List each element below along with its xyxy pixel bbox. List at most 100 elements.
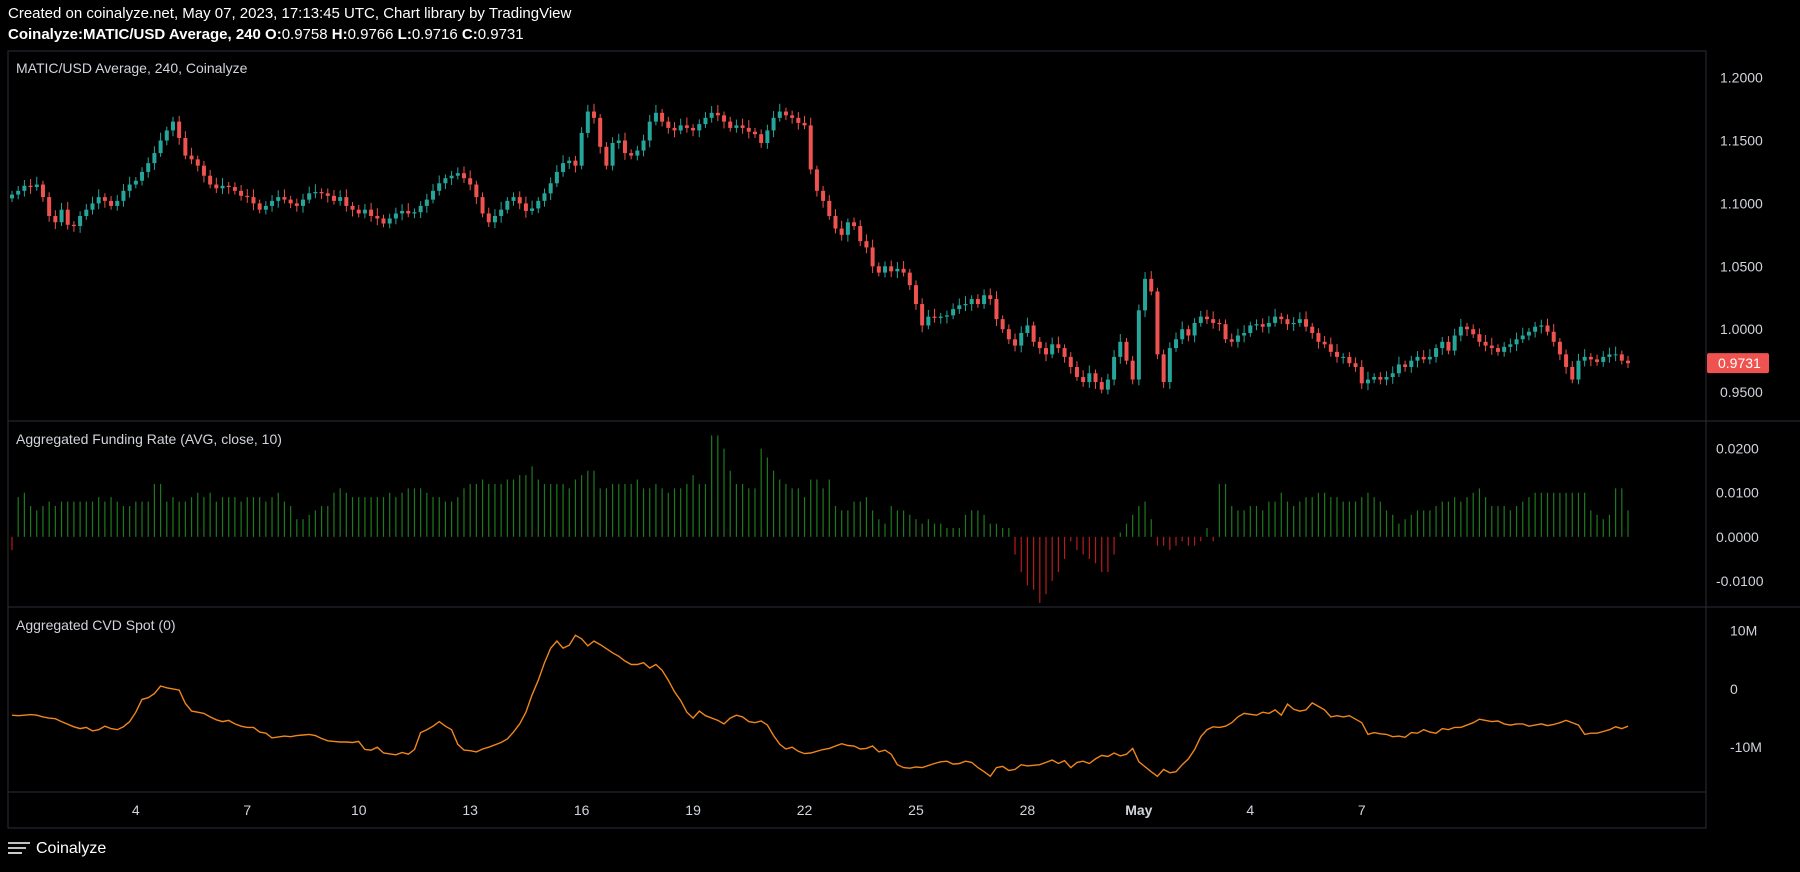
candle	[982, 289, 987, 309]
candle	[468, 170, 473, 191]
candle-body	[1279, 316, 1284, 320]
candle	[511, 192, 516, 206]
candle	[1260, 318, 1265, 333]
candle	[963, 296, 968, 312]
candle	[325, 188, 330, 203]
candle-body	[96, 197, 101, 204]
candle-body	[1149, 278, 1154, 292]
candle-body	[1037, 341, 1042, 349]
candle	[740, 118, 745, 134]
candle	[932, 308, 937, 323]
candle-body	[1465, 326, 1470, 330]
candle	[1359, 360, 1364, 390]
candle	[746, 120, 751, 139]
candle-body	[449, 175, 454, 179]
candle-body	[34, 184, 39, 188]
candle-body	[821, 190, 826, 201]
candle	[158, 132, 163, 157]
candle-body	[957, 305, 962, 310]
candle	[301, 193, 306, 213]
candle	[1508, 338, 1513, 353]
candle	[697, 119, 702, 138]
candle-body	[1427, 356, 1432, 360]
candle-body	[715, 112, 720, 116]
candle	[1539, 319, 1544, 334]
candle-body	[1204, 316, 1209, 320]
candle-body	[288, 199, 293, 204]
candle	[561, 155, 566, 177]
candle	[1341, 353, 1346, 364]
month-tick-label: May	[1125, 802, 1152, 818]
candle-body	[102, 197, 107, 201]
candle	[1440, 337, 1445, 355]
candle-body	[1093, 373, 1098, 383]
coinalyze-logo[interactable]: Coinalyze	[8, 840, 106, 858]
candle	[1174, 332, 1179, 352]
candle	[616, 133, 621, 149]
candle-body	[858, 226, 863, 242]
candle	[957, 298, 962, 314]
candle-body	[90, 203, 95, 210]
candle-body	[350, 205, 355, 210]
candle	[170, 116, 175, 137]
date-tick-label: 22	[797, 802, 813, 818]
candle-body	[1446, 341, 1451, 351]
candle-body	[1155, 291, 1160, 355]
candle-body	[282, 197, 287, 200]
candle	[1403, 360, 1408, 372]
candle-body	[666, 121, 671, 128]
candle-body	[895, 268, 900, 272]
candle-body	[1607, 354, 1612, 357]
candle-body	[1365, 379, 1370, 384]
candle	[1062, 344, 1067, 363]
candle	[994, 291, 999, 326]
candle	[1489, 337, 1494, 355]
candle-body	[226, 185, 231, 188]
funding-tick-label: -0.0100	[1716, 573, 1764, 589]
candle-body	[672, 127, 677, 131]
candle-body	[1471, 329, 1476, 335]
candle	[1458, 318, 1463, 342]
candle-body	[1545, 325, 1550, 332]
candle-body	[331, 195, 336, 201]
candle	[424, 193, 429, 213]
candle-body	[393, 213, 398, 219]
candle	[913, 280, 918, 310]
date-tick-label: 19	[685, 802, 701, 818]
candle	[1372, 373, 1377, 384]
funding-tick-label: 0.0100	[1716, 485, 1759, 501]
candle	[208, 169, 213, 189]
candle-body	[536, 200, 541, 209]
candle	[889, 260, 894, 278]
candle	[270, 195, 275, 212]
candle-body	[517, 197, 522, 204]
candle	[1050, 337, 1055, 359]
candle-body	[728, 121, 733, 128]
candle	[1421, 350, 1426, 364]
candle-body	[10, 194, 14, 199]
candle	[1248, 321, 1253, 337]
candle	[1626, 355, 1630, 368]
candle-body	[1396, 364, 1401, 374]
candle	[622, 132, 627, 160]
candle-body	[1322, 341, 1327, 345]
candle	[975, 294, 980, 308]
candle	[647, 114, 652, 148]
candle-body	[883, 266, 888, 273]
candle-body	[53, 215, 58, 223]
candle	[102, 193, 107, 208]
candle	[536, 197, 541, 214]
candle	[920, 298, 925, 333]
candle	[362, 203, 367, 219]
candle	[777, 103, 782, 122]
price-tick-label: 1.1000	[1720, 195, 1763, 211]
candle	[1118, 333, 1123, 364]
candle	[115, 195, 120, 211]
last-price-marker	[1707, 353, 1769, 374]
close-value: 0.9731	[477, 26, 524, 43]
candle	[177, 115, 182, 145]
candle-body	[975, 299, 980, 305]
candle-body	[610, 143, 615, 166]
candle	[771, 111, 776, 138]
